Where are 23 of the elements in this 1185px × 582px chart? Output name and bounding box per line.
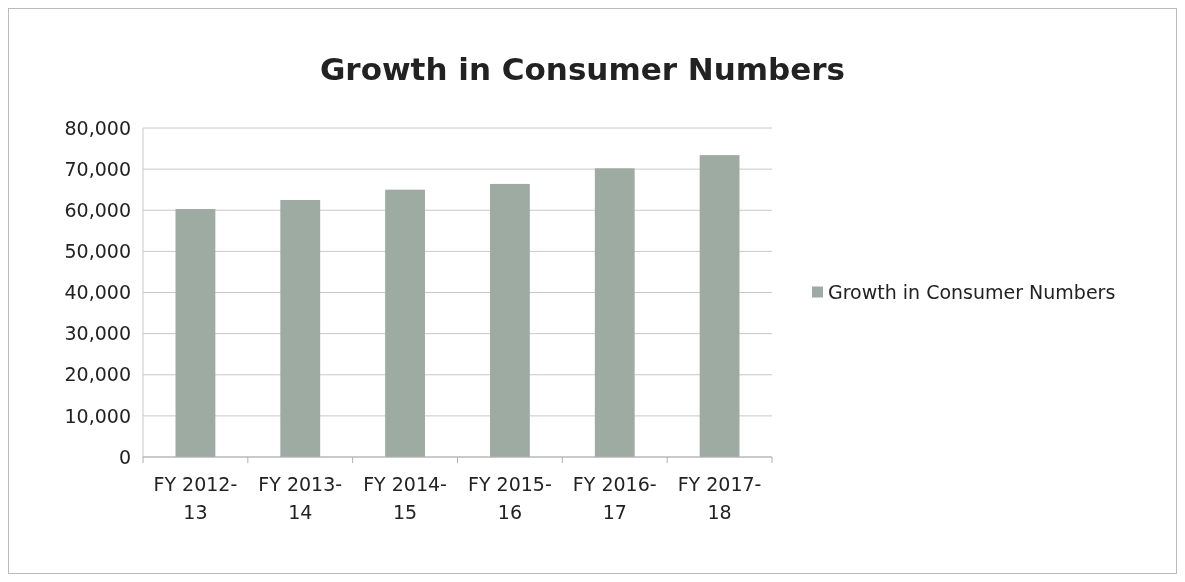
chart-title: Growth in Consumer Numbers <box>319 51 846 87</box>
y-tick-label: 30,000 <box>64 322 131 345</box>
y-tick-label: 20,000 <box>64 363 131 386</box>
y-tick-label: 10,000 <box>64 404 131 427</box>
y-tick-label: 80,000 <box>64 116 131 139</box>
y-tick-label: 70,000 <box>64 157 131 180</box>
y-tick-label: 60,000 <box>64 198 131 221</box>
y-tick-label: 0 <box>118 445 131 468</box>
x-tick-label: FY 2015-16 <box>468 473 552 523</box>
bar <box>699 155 740 457</box>
x-tick-label: FY 2013-14 <box>258 473 343 523</box>
legend-label: Growth in Consumer Numbers <box>828 281 1116 304</box>
x-tick-label: FY 2014-15 <box>363 473 447 523</box>
bar <box>490 183 530 457</box>
y-tick-label: 50,000 <box>64 240 131 263</box>
bar <box>594 168 635 457</box>
bar <box>280 199 321 457</box>
x-tick-label: FY 2012-13 <box>153 473 238 523</box>
bar <box>385 189 425 457</box>
x-tick-label: FY 2017-18 <box>677 473 762 523</box>
x-tick-label: FY 2016-17 <box>572 473 657 523</box>
bar <box>175 209 216 457</box>
y-tick-label: 40,000 <box>64 281 131 304</box>
